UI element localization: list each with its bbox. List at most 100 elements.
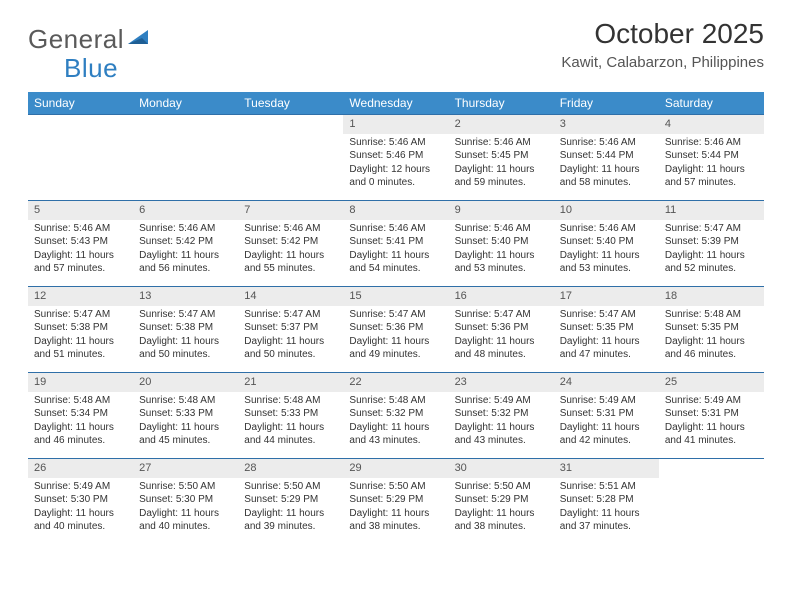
day-body: Sunrise: 5:46 AMSunset: 5:45 PMDaylight:… [449, 134, 554, 194]
sunset-text: Sunset: 5:45 PM [455, 149, 548, 163]
daylight-text: Daylight: 11 hours and 41 minutes. [665, 421, 758, 448]
day-body: Sunrise: 5:47 AMSunset: 5:36 PMDaylight:… [449, 306, 554, 366]
calendar-day-cell: 15Sunrise: 5:47 AMSunset: 5:36 PMDayligh… [343, 287, 448, 373]
calendar-day-cell: 21Sunrise: 5:48 AMSunset: 5:33 PMDayligh… [238, 373, 343, 459]
day-body: Sunrise: 5:49 AMSunset: 5:32 PMDaylight:… [449, 392, 554, 452]
day-number: 31 [554, 459, 659, 478]
daylight-text: Daylight: 11 hours and 58 minutes. [560, 163, 653, 190]
calendar-day-cell: 2Sunrise: 5:46 AMSunset: 5:45 PMDaylight… [449, 115, 554, 201]
daylight-text: Daylight: 11 hours and 57 minutes. [34, 249, 127, 276]
sunrise-text: Sunrise: 5:49 AM [455, 394, 548, 408]
sunrise-text: Sunrise: 5:46 AM [455, 136, 548, 150]
sunrise-text: Sunrise: 5:46 AM [349, 136, 442, 150]
calendar-week-row: 19Sunrise: 5:48 AMSunset: 5:34 PMDayligh… [28, 373, 764, 459]
day-header: Saturday [659, 92, 764, 115]
sunrise-text: Sunrise: 5:46 AM [349, 222, 442, 236]
sunset-text: Sunset: 5:30 PM [139, 493, 232, 507]
day-body: Sunrise: 5:46 AMSunset: 5:43 PMDaylight:… [28, 220, 133, 280]
sunset-text: Sunset: 5:40 PM [560, 235, 653, 249]
sunrise-text: Sunrise: 5:47 AM [349, 308, 442, 322]
day-number [28, 115, 133, 134]
sunset-text: Sunset: 5:37 PM [244, 321, 337, 335]
daylight-text: Daylight: 11 hours and 43 minutes. [455, 421, 548, 448]
day-body: Sunrise: 5:46 AMSunset: 5:44 PMDaylight:… [554, 134, 659, 194]
daylight-text: Daylight: 11 hours and 49 minutes. [349, 335, 442, 362]
day-body: Sunrise: 5:46 AMSunset: 5:40 PMDaylight:… [554, 220, 659, 280]
daylight-text: Daylight: 11 hours and 53 minutes. [455, 249, 548, 276]
sunrise-text: Sunrise: 5:50 AM [244, 480, 337, 494]
day-header: Monday [133, 92, 238, 115]
calendar-day-cell: 18Sunrise: 5:48 AMSunset: 5:35 PMDayligh… [659, 287, 764, 373]
logo-text-general: General [28, 24, 124, 55]
day-header: Wednesday [343, 92, 448, 115]
sunrise-text: Sunrise: 5:46 AM [560, 136, 653, 150]
day-body: Sunrise: 5:46 AMSunset: 5:46 PMDaylight:… [343, 134, 448, 194]
day-body: Sunrise: 5:47 AMSunset: 5:36 PMDaylight:… [343, 306, 448, 366]
sunrise-text: Sunrise: 5:49 AM [34, 480, 127, 494]
daylight-text: Daylight: 11 hours and 38 minutes. [349, 507, 442, 534]
sunrise-text: Sunrise: 5:51 AM [560, 480, 653, 494]
sunset-text: Sunset: 5:34 PM [34, 407, 127, 421]
day-number: 29 [343, 459, 448, 478]
sunset-text: Sunset: 5:40 PM [455, 235, 548, 249]
day-body: Sunrise: 5:47 AMSunset: 5:38 PMDaylight:… [133, 306, 238, 366]
sunset-text: Sunset: 5:31 PM [665, 407, 758, 421]
daylight-text: Daylight: 11 hours and 37 minutes. [560, 507, 653, 534]
sunrise-text: Sunrise: 5:47 AM [665, 222, 758, 236]
day-number: 9 [449, 201, 554, 220]
calendar-day-cell: 1Sunrise: 5:46 AMSunset: 5:46 PMDaylight… [343, 115, 448, 201]
daylight-text: Daylight: 11 hours and 56 minutes. [139, 249, 232, 276]
daylight-text: Daylight: 11 hours and 43 minutes. [349, 421, 442, 448]
day-body: Sunrise: 5:49 AMSunset: 5:30 PMDaylight:… [28, 478, 133, 538]
calendar-day-cell: 29Sunrise: 5:50 AMSunset: 5:29 PMDayligh… [343, 459, 448, 545]
sunset-text: Sunset: 5:42 PM [244, 235, 337, 249]
sunset-text: Sunset: 5:42 PM [139, 235, 232, 249]
daylight-text: Daylight: 11 hours and 57 minutes. [665, 163, 758, 190]
day-number: 12 [28, 287, 133, 306]
sunset-text: Sunset: 5:35 PM [665, 321, 758, 335]
sunrise-text: Sunrise: 5:48 AM [34, 394, 127, 408]
daylight-text: Daylight: 11 hours and 53 minutes. [560, 249, 653, 276]
daylight-text: Daylight: 11 hours and 51 minutes. [34, 335, 127, 362]
sunset-text: Sunset: 5:28 PM [560, 493, 653, 507]
day-header: Friday [554, 92, 659, 115]
sunrise-text: Sunrise: 5:46 AM [34, 222, 127, 236]
calendar-body: 1Sunrise: 5:46 AMSunset: 5:46 PMDaylight… [28, 115, 764, 545]
day-number: 24 [554, 373, 659, 392]
sunrise-text: Sunrise: 5:47 AM [244, 308, 337, 322]
daylight-text: Daylight: 11 hours and 40 minutes. [34, 507, 127, 534]
sunset-text: Sunset: 5:44 PM [665, 149, 758, 163]
day-number: 23 [449, 373, 554, 392]
daylight-text: Daylight: 11 hours and 50 minutes. [139, 335, 232, 362]
day-number: 30 [449, 459, 554, 478]
day-body: Sunrise: 5:50 AMSunset: 5:29 PMDaylight:… [449, 478, 554, 538]
day-number: 26 [28, 459, 133, 478]
calendar-week-row: 1Sunrise: 5:46 AMSunset: 5:46 PMDaylight… [28, 115, 764, 201]
day-number: 21 [238, 373, 343, 392]
calendar-day-cell [28, 115, 133, 201]
sunset-text: Sunset: 5:29 PM [244, 493, 337, 507]
daylight-text: Daylight: 11 hours and 55 minutes. [244, 249, 337, 276]
calendar-day-cell: 8Sunrise: 5:46 AMSunset: 5:41 PMDaylight… [343, 201, 448, 287]
calendar-week-row: 26Sunrise: 5:49 AMSunset: 5:30 PMDayligh… [28, 459, 764, 545]
day-body: Sunrise: 5:51 AMSunset: 5:28 PMDaylight:… [554, 478, 659, 538]
day-body: Sunrise: 5:46 AMSunset: 5:42 PMDaylight:… [133, 220, 238, 280]
daylight-text: Daylight: 11 hours and 40 minutes. [139, 507, 232, 534]
day-body: Sunrise: 5:46 AMSunset: 5:42 PMDaylight:… [238, 220, 343, 280]
daylight-text: Daylight: 11 hours and 38 minutes. [455, 507, 548, 534]
sunrise-text: Sunrise: 5:46 AM [244, 222, 337, 236]
sunrise-text: Sunrise: 5:50 AM [139, 480, 232, 494]
day-number: 1 [343, 115, 448, 134]
calendar-day-cell: 27Sunrise: 5:50 AMSunset: 5:30 PMDayligh… [133, 459, 238, 545]
day-body: Sunrise: 5:50 AMSunset: 5:29 PMDaylight:… [343, 478, 448, 538]
day-body: Sunrise: 5:49 AMSunset: 5:31 PMDaylight:… [554, 392, 659, 452]
day-header-row: Sunday Monday Tuesday Wednesday Thursday… [28, 92, 764, 115]
day-body: Sunrise: 5:50 AMSunset: 5:29 PMDaylight:… [238, 478, 343, 538]
calendar-day-cell: 5Sunrise: 5:46 AMSunset: 5:43 PMDaylight… [28, 201, 133, 287]
day-number: 16 [449, 287, 554, 306]
sunrise-text: Sunrise: 5:47 AM [560, 308, 653, 322]
title-block: October 2025 Kawit, Calabarzon, Philippi… [561, 18, 764, 71]
sunrise-text: Sunrise: 5:47 AM [139, 308, 232, 322]
day-header: Sunday [28, 92, 133, 115]
sunset-text: Sunset: 5:43 PM [34, 235, 127, 249]
